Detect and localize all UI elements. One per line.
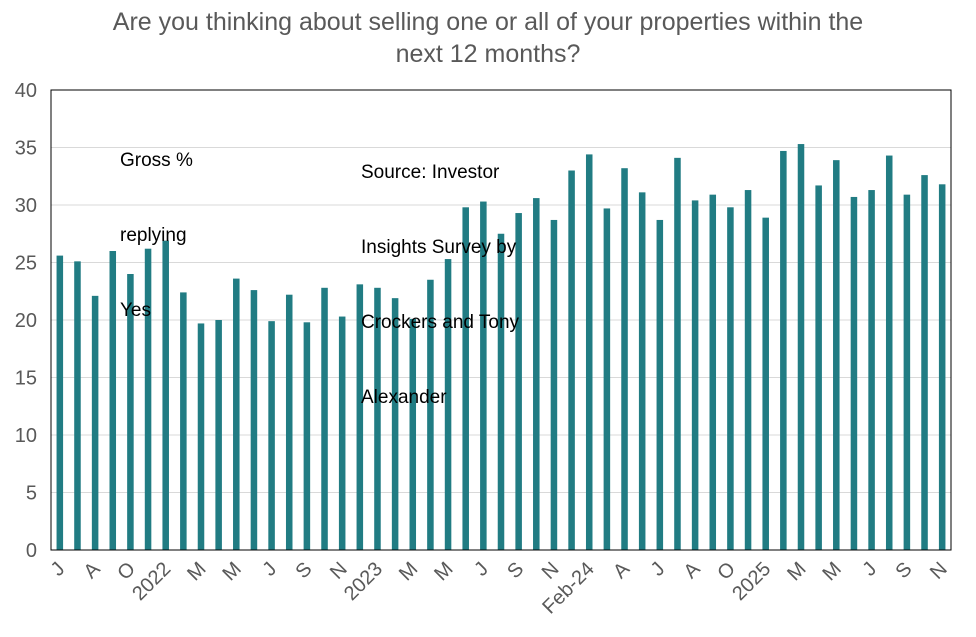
- bar: [762, 217, 769, 550]
- bar: [885, 155, 893, 551]
- bar: [921, 175, 928, 550]
- x-tick-label: 2023: [340, 558, 387, 605]
- x-tick-label: 2025: [728, 558, 775, 605]
- bar: [744, 190, 752, 551]
- bar: [321, 287, 328, 550]
- x-tick-label: M: [818, 558, 845, 585]
- y-tick-label: 5: [26, 483, 37, 505]
- bar: [815, 185, 822, 550]
- bar: [515, 213, 522, 551]
- bar: [903, 194, 911, 550]
- bar: [550, 219, 558, 550]
- x-tick-label: J: [858, 558, 881, 581]
- series-annotation-line: Gross %: [120, 150, 193, 171]
- bar: [180, 292, 187, 550]
- x-tick-label: M: [395, 558, 422, 585]
- bar: [91, 295, 99, 550]
- bar: [674, 157, 681, 550]
- bar: [727, 207, 734, 551]
- chart-title-line-2: next 12 months?: [395, 40, 581, 68]
- bar: [780, 150, 787, 550]
- chart-title-line-1: Are you thinking about selling one or al…: [112, 8, 864, 36]
- x-tick-label: A: [609, 558, 634, 583]
- bar: [285, 294, 293, 550]
- x-tick-label: A: [680, 558, 705, 583]
- series-annotation-line: Yes: [120, 300, 151, 321]
- bar: [480, 201, 487, 551]
- bar: [850, 196, 858, 550]
- source-annotation-line: Alexander: [361, 387, 447, 408]
- source-annotation-line: Insights Survey by: [361, 237, 517, 258]
- x-tick-label: M: [183, 558, 210, 585]
- bar: [585, 154, 593, 550]
- source-annotation-line: Source: Investor: [361, 162, 500, 183]
- x-tick-label: A: [80, 558, 105, 583]
- bar: [74, 261, 81, 550]
- bar: [656, 219, 664, 550]
- bar: [233, 278, 240, 550]
- series-annotation: Gross % replying Yes: [120, 98, 193, 373]
- bar: [709, 194, 717, 550]
- bar: [215, 320, 222, 550]
- y-tick-label: 40: [15, 80, 37, 102]
- y-tick-label: 0: [26, 540, 37, 562]
- bar: [868, 190, 875, 551]
- y-tick-label: 15: [15, 368, 37, 390]
- bar: [356, 284, 364, 550]
- bar: [462, 207, 469, 551]
- bar: [603, 208, 611, 550]
- source-annotation-line: Crockers and Tony: [361, 312, 520, 333]
- y-tick-label: 25: [15, 253, 37, 275]
- bar: [268, 321, 275, 550]
- bar: [568, 170, 575, 550]
- bar: [444, 259, 452, 550]
- bar: [833, 160, 840, 550]
- x-tick-label: N: [926, 558, 952, 584]
- bar: [797, 144, 805, 551]
- series-annotation-line: replying: [120, 225, 187, 246]
- bar: [691, 200, 699, 550]
- bar: [144, 248, 152, 550]
- bar: [427, 279, 434, 550]
- x-tick-label: J: [470, 558, 493, 581]
- plot-frame: [50, 89, 952, 551]
- bar: [638, 192, 646, 550]
- x-tick-label: S: [891, 558, 916, 583]
- x-tick-label: M: [430, 558, 457, 585]
- y-tick-label: 10: [15, 425, 37, 447]
- bar: [338, 316, 346, 550]
- x-tick-label: J: [258, 558, 281, 581]
- bar: [533, 198, 540, 550]
- bar: [938, 184, 946, 551]
- bar: [303, 322, 311, 550]
- bar: [162, 240, 169, 550]
- y-tick-label: 35: [15, 138, 37, 160]
- x-tick-label: M: [218, 558, 245, 585]
- bar: [391, 298, 399, 550]
- bar: [497, 233, 505, 550]
- bar: [250, 290, 258, 550]
- x-tick-label: N: [326, 558, 352, 584]
- x-tick-label: S: [503, 558, 528, 583]
- x-tick-label: N: [538, 558, 564, 584]
- y-tick-label: 20: [15, 310, 37, 332]
- bar: [374, 287, 381, 550]
- x-tick-label: 2022: [128, 558, 175, 605]
- bar: [409, 318, 417, 550]
- bar: [127, 274, 134, 550]
- bar: [109, 251, 117, 550]
- bar: [621, 168, 628, 550]
- source-annotation: Source: Investor Insights Survey by Croc…: [361, 110, 519, 460]
- y-tick-label: 30: [15, 195, 37, 217]
- x-tick-label: M: [783, 558, 810, 585]
- bar: [197, 323, 205, 550]
- x-tick-label: J: [647, 558, 670, 581]
- x-tick-label: J: [47, 558, 70, 581]
- x-tick-label: S: [291, 558, 316, 583]
- bar: [56, 255, 64, 550]
